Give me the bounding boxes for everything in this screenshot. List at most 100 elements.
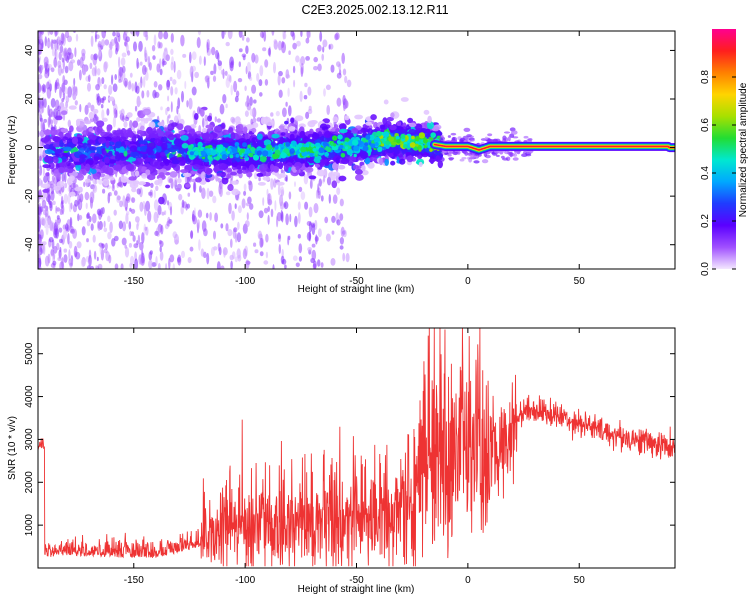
spectrogram-speckle: [192, 215, 198, 225]
spectrogram-cell: [181, 143, 189, 149]
spectrogram-speckle: [141, 249, 144, 257]
spectrogram-speckle: [42, 241, 47, 246]
spectrogram-ridge-node: [385, 144, 390, 149]
spectrogram-cell: [96, 120, 105, 128]
spectrogram-speckle: [164, 47, 168, 52]
spectrogram-speckle: [86, 219, 91, 227]
spectrogram-speckle: [139, 61, 143, 66]
spectrogram-ridge-node: [353, 153, 357, 158]
spectrogram-cell: [331, 180, 338, 189]
spectrogram-speckle: [100, 104, 104, 109]
spectrogram-speckle: [113, 190, 118, 196]
spectrogram-speckle: [229, 61, 234, 72]
spectrogram-cell: [275, 162, 284, 168]
spectrogram-cell: [115, 164, 122, 172]
spectrogram-speckle: [136, 100, 142, 106]
spectrogram-speckle: [230, 116, 236, 123]
spectrogram-cell: [273, 167, 280, 173]
spectrogram-cell: [76, 118, 81, 126]
spectrogram-speckle: [116, 194, 121, 203]
spectrogram-speckle: [144, 46, 147, 59]
spectrogram-speckle: [101, 39, 105, 47]
colorbar-gradient: [712, 29, 736, 269]
spectrogram-speckle: [170, 101, 173, 113]
spectrogram-speckle: [104, 39, 110, 46]
spectrogram-ridge-node: [285, 141, 291, 147]
spectrogram-speckle: [212, 75, 217, 82]
spectrogram-speckle: [62, 58, 65, 70]
spectrogram-cell: [283, 164, 289, 172]
spectrogram-speckle: [114, 263, 119, 269]
spectrogram-speckle: [245, 45, 249, 54]
spectrogram-speckle: [147, 210, 152, 223]
spectrogram-ridge-node: [352, 139, 359, 146]
spectrogram-cell: [407, 117, 414, 124]
spectrogram-cell: [45, 172, 50, 177]
spectrogram-cell: [257, 141, 265, 146]
spectrogram-speckle: [55, 99, 60, 111]
spectrogram-speckle: [141, 90, 145, 99]
spectrogram-speckle: [191, 51, 197, 61]
spectrogram-speckle: [298, 186, 303, 193]
spectrogram-speckle: [70, 226, 74, 233]
spectrogram-speckle: [297, 234, 301, 239]
spectrogram-ridge-node: [325, 146, 329, 150]
spectrogram-speckle: [97, 93, 100, 103]
spectrogram-cell: [108, 159, 117, 164]
spectrogram-speckle: [132, 235, 136, 242]
spectrogram-tail-cell: [512, 157, 519, 161]
spectrogram-ridge-node: [331, 145, 337, 151]
spectrogram-speckle: [39, 165, 43, 176]
spectrogram-speckle: [103, 220, 106, 228]
spectrogram-tail-cell: [507, 136, 511, 142]
spectrogram-speckle: [92, 234, 96, 243]
spectrogram-speckle: [64, 65, 69, 74]
spectrogram-speckle: [130, 208, 136, 214]
spectrogram-cell: [369, 157, 375, 162]
spectrogram-speckle: [230, 84, 233, 96]
spectrogram-speckle: [256, 72, 260, 82]
spectrogram-speckle: [103, 227, 108, 233]
spectrogram-speckle: [107, 215, 111, 223]
spectrogram-tail-cell: [502, 157, 509, 161]
spectrogram-speckle: [119, 67, 122, 78]
spectrogram-speckle: [136, 57, 139, 70]
spectrogram-speckle: [317, 259, 321, 267]
spectrogram-speckle: [277, 74, 281, 86]
spectrogram-speckle: [124, 247, 130, 258]
colorbar-tick-label: 0.6: [700, 118, 711, 132]
spectrogram-speckle: [42, 122, 46, 133]
spectrogram-speckle: [198, 239, 201, 251]
spectrogram-y-tick-label: -20: [24, 188, 35, 203]
spectrogram-cell: [100, 131, 109, 137]
spectrogram-cell: [379, 124, 386, 130]
spectrogram-cell: [154, 138, 161, 146]
spectrogram-speckle: [77, 213, 80, 222]
spectrogram-speckle: [63, 171, 67, 183]
spectrogram-cell: [218, 163, 227, 170]
spectrogram-speckle: [103, 61, 109, 70]
spectrogram-speckle: [324, 216, 329, 224]
spectrogram-ridge-node: [330, 142, 334, 146]
spectrogram-speckle: [277, 183, 281, 196]
spectrogram-speckle: [339, 245, 344, 250]
spectrogram-speckle: [97, 223, 101, 231]
spectrogram-cell: [124, 141, 130, 146]
spectrogram-speckle: [135, 85, 140, 95]
spectrogram-speckle: [292, 42, 297, 50]
spectrogram-speckle: [165, 107, 168, 116]
spectrogram-cell: [400, 97, 409, 102]
spectrogram-speckle: [67, 47, 72, 56]
spectrogram-speckle: [83, 181, 86, 188]
spectrogram-speckle: [126, 193, 131, 204]
spectrogram-cell: [373, 121, 379, 129]
spectrogram-cell: [148, 121, 156, 129]
spectrogram-speckle: [267, 214, 270, 225]
spectrogram-speckle: [75, 86, 78, 97]
spectrogram-cell: [305, 166, 314, 173]
spectrogram-speckle: [89, 62, 93, 69]
spectrogram-cell: [105, 152, 113, 157]
spectrogram-ridge-node: [340, 153, 346, 158]
spectrogram-ridge-node: [322, 141, 328, 147]
spectrogram-cell: [96, 125, 103, 134]
